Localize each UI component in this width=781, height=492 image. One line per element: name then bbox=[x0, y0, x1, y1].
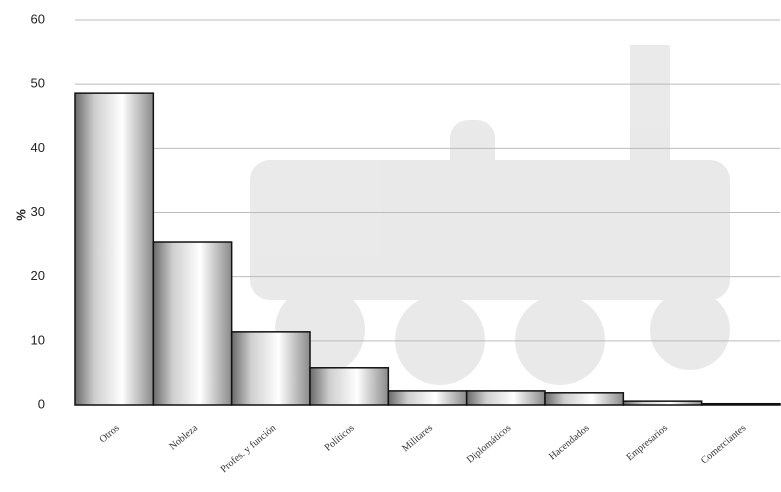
x-tick-label: Profes. y función bbox=[219, 423, 279, 476]
y-tick-label: 20 bbox=[31, 268, 45, 283]
bar bbox=[74, 92, 155, 406]
bar bbox=[152, 241, 233, 406]
x-tick-label: Otros bbox=[97, 423, 121, 446]
y-tick-label: 40 bbox=[31, 140, 45, 155]
bar bbox=[544, 392, 625, 406]
y-axis-label: % bbox=[13, 209, 28, 221]
background-illustration bbox=[250, 45, 730, 385]
bar bbox=[622, 400, 703, 406]
x-tick-label: Hacendados bbox=[547, 423, 592, 463]
x-tick-label: Políticos bbox=[323, 423, 357, 454]
x-tick-label: Nobleza bbox=[167, 422, 200, 452]
bar bbox=[230, 331, 311, 406]
bar bbox=[465, 390, 546, 406]
y-tick-label: 10 bbox=[31, 332, 45, 347]
bar bbox=[700, 402, 781, 406]
x-tick-label: Diplomáticos bbox=[465, 423, 513, 466]
bar bbox=[309, 367, 390, 406]
bar bbox=[387, 390, 468, 406]
y-tick-label: 50 bbox=[31, 76, 45, 91]
y-tick-label: 30 bbox=[31, 204, 45, 219]
x-tick-label: Empresarios bbox=[625, 423, 670, 464]
y-tick-label: 60 bbox=[31, 11, 45, 26]
x-tick-label: Militares bbox=[400, 423, 435, 455]
y-tick-label: 0 bbox=[38, 396, 45, 411]
x-tick-label: Comerciantes bbox=[699, 423, 748, 467]
